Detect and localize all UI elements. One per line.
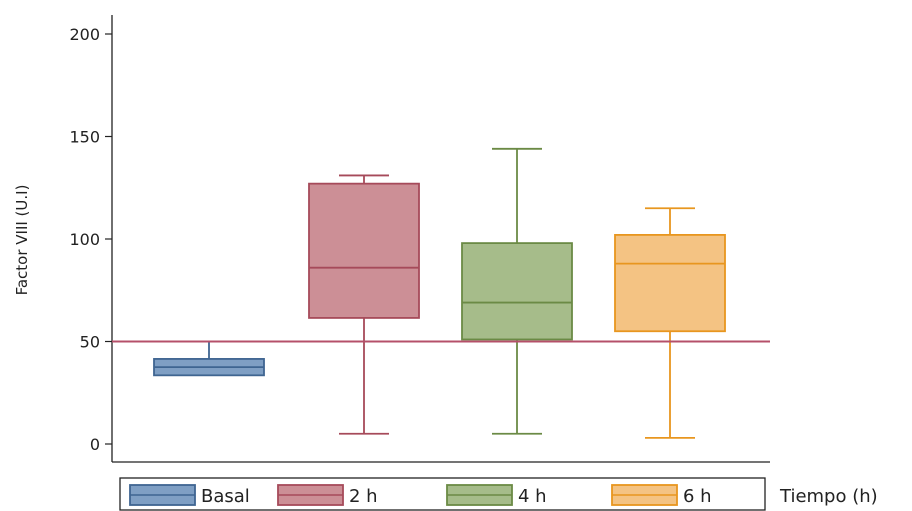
iqr-box: [461, 242, 573, 341]
iqr-box: [614, 233, 726, 333]
legend-label: 6 h: [683, 486, 712, 507]
box-6-h: [614, 207, 726, 439]
y-tick-label: 100: [69, 230, 100, 249]
y-tick-label: 50: [80, 333, 100, 352]
y-axis-title: Factor VIII (U.I): [13, 185, 31, 296]
y-tick-label: 200: [69, 25, 100, 44]
y-axis: 0 50 100 150 200 Factor VIII (U.I): [13, 15, 770, 463]
legend-label: 4 h: [518, 486, 547, 507]
legend-frame: [119, 477, 766, 511]
y-tick-label: 0: [90, 435, 100, 454]
box-2-h: [308, 174, 420, 435]
iqr-box: [308, 182, 420, 319]
legend-label: 2 h: [349, 486, 378, 507]
legend-title: Tiempo (h): [779, 486, 878, 507]
legend: Basal 2 h 4 h 6 h Tiempo (h): [119, 477, 878, 511]
y-tick-label: 150: [69, 128, 100, 147]
box-basal: [153, 340, 265, 377]
legend-label: Basal: [201, 486, 250, 507]
box-series-group: [153, 147, 726, 439]
box-4-h: [461, 147, 573, 435]
